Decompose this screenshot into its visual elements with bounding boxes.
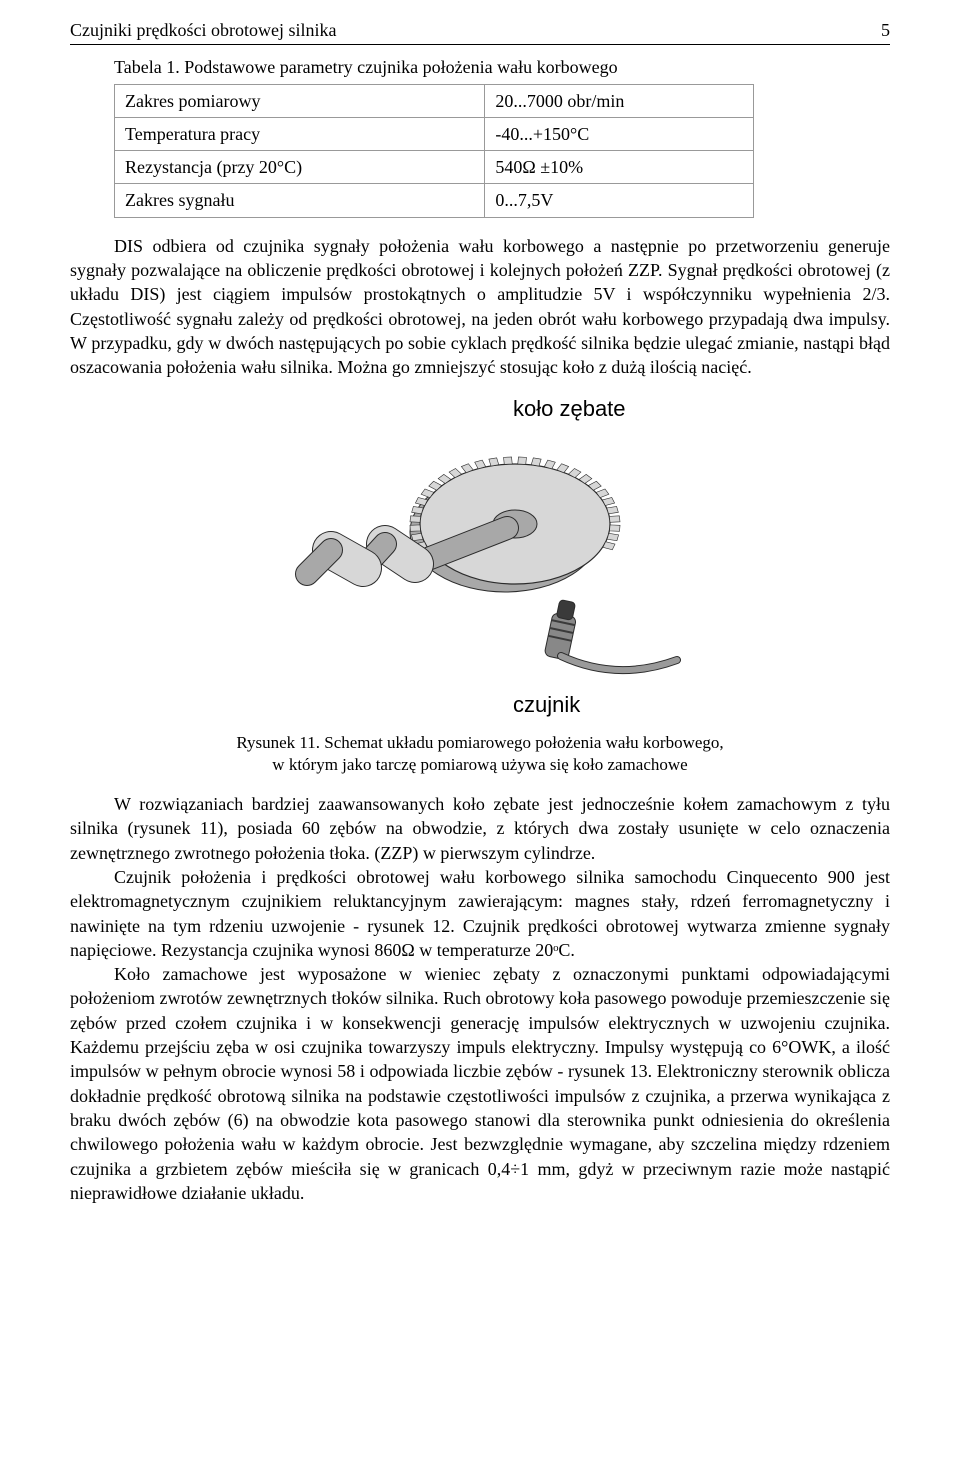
figure-caption: Rysunek 11. Schemat układu pomiarowego p… [70,732,890,776]
figure-11: koło zębate czujnik Rysunek 11. Schemat … [70,394,890,776]
param-label: Zakres pomiarowy [115,84,485,117]
paragraph-3: Czujnik położenia i prędkości obrotowej … [70,865,890,962]
param-value: 540Ω ±10% [485,151,753,184]
param-label: Rezystancja (przy 20°C) [115,151,485,184]
param-label: Zakres sygnału [115,184,485,217]
table-row: Zakres sygnału 0...7,5V [115,184,754,217]
parameters-table: Zakres pomiarowy 20...7000 obr/min Tempe… [114,84,754,218]
paragraph-2: W rozwiązaniach bardziej zaawansowanych … [70,792,890,865]
table-row: Rezystancja (przy 20°C) 540Ω ±10% [115,151,754,184]
paragraph-1: DIS odbiera od czujnika sygnały położeni… [70,234,890,380]
sensor-icon [544,599,677,670]
param-label: Temperatura pracy [115,117,485,150]
param-value: -40...+150°C [485,117,753,150]
gear-sensor-diagram-svg: koło zębate czujnik [265,394,695,724]
figure-caption-line2: w którym jako tarczę pomiarową używa się… [272,755,687,774]
running-title: Czujniki prędkości obrotowej silnika [70,18,336,42]
table-caption: Tabela 1. Podstawowe parametry czujnika … [114,55,890,79]
figure-illustration: koło zębate czujnik [265,394,695,730]
table-row: Zakres pomiarowy 20...7000 obr/min [115,84,754,117]
page-number: 5 [881,18,890,42]
param-value: 20...7000 obr/min [485,84,753,117]
running-header: Czujniki prędkości obrotowej silnika 5 [70,18,890,45]
figure-caption-line1: Rysunek 11. Schemat układu pomiarowego p… [236,733,723,752]
table-row: Temperatura pracy -40...+150°C [115,117,754,150]
figure-top-label: koło zębate [513,396,626,421]
paragraph-4: Koło zamachowe jest wyposażone w wieniec… [70,962,890,1205]
figure-bottom-label: czujnik [513,692,581,717]
param-value: 0...7,5V [485,184,753,217]
